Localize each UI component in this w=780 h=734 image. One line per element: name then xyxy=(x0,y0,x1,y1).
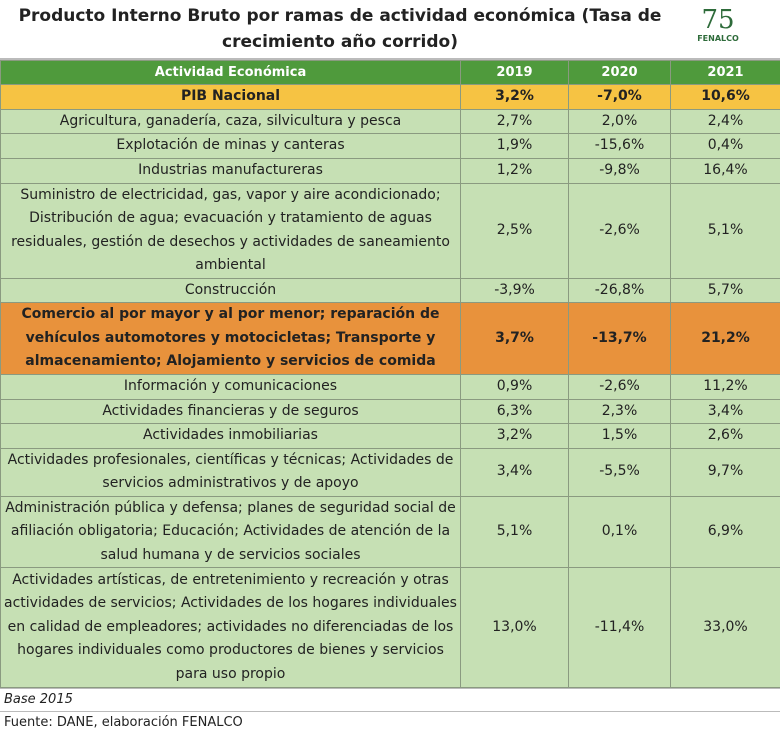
table-cell: 9,7% xyxy=(671,448,780,496)
table-cell: 2,7% xyxy=(461,109,569,134)
table-row: Agricultura, ganadería, caza, silvicultu… xyxy=(1,109,780,134)
table-cell: 5,7% xyxy=(671,278,780,303)
table-cell: 6,3% xyxy=(461,399,569,424)
table-row: Suministro de electricidad, gas, vapor y… xyxy=(1,183,780,278)
table-row: Administración pública y defensa; planes… xyxy=(1,496,780,568)
table-row: Actividades artísticas, de entretenimien… xyxy=(1,568,780,688)
table-cell: 2,6% xyxy=(671,424,780,449)
table-cell: -7,0% xyxy=(569,85,671,110)
header: Producto Interno Bruto por ramas de acti… xyxy=(0,0,780,60)
table-cell: 13,0% xyxy=(461,568,569,688)
column-header: Actividad Económica xyxy=(1,61,461,85)
table-cell: 2,0% xyxy=(569,109,671,134)
table-cell: -3,9% xyxy=(461,278,569,303)
table-cell: 0,4% xyxy=(671,134,780,159)
table-cell: 2,5% xyxy=(461,183,569,278)
table-cell: 3,2% xyxy=(461,424,569,449)
table-cell: Información y comunicaciones xyxy=(1,375,461,400)
table-cell: -13,7% xyxy=(569,303,671,375)
table-cell: 16,4% xyxy=(671,158,780,183)
table-cell: 1,5% xyxy=(569,424,671,449)
table-cell: Actividades financieras y de seguros xyxy=(1,399,461,424)
table-cell: 0,1% xyxy=(569,496,671,568)
table-cell: 3,2% xyxy=(461,85,569,110)
table-row: Actividades profesionales, científicas y… xyxy=(1,448,780,496)
title: Producto Interno Bruto por ramas de acti… xyxy=(0,3,680,55)
logo-number: 75 xyxy=(688,6,748,34)
table-cell: -2,6% xyxy=(569,375,671,400)
table-cell: -5,5% xyxy=(569,448,671,496)
table-cell: Industrias manufactureras xyxy=(1,158,461,183)
table-cell: -15,6% xyxy=(569,134,671,159)
table-cell: -9,8% xyxy=(569,158,671,183)
column-header: 2021 xyxy=(671,61,780,85)
table-cell: PIB Nacional xyxy=(1,85,461,110)
table-cell: 1,2% xyxy=(461,158,569,183)
table-cell: Construcción xyxy=(1,278,461,303)
table-cell: Explotación de minas y canteras xyxy=(1,134,461,159)
table-cell: Agricultura, ganadería, caza, silvicultu… xyxy=(1,109,461,134)
logo-name: FENALCO xyxy=(688,34,748,43)
table-cell: 1,9% xyxy=(461,134,569,159)
table-cell: 21,2% xyxy=(671,303,780,375)
table-cell: Comercio al por mayor y al por menor; re… xyxy=(1,303,461,375)
table-cell: Actividades profesionales, científicas y… xyxy=(1,448,461,496)
table-cell: 3,7% xyxy=(461,303,569,375)
table-cell: Administración pública y defensa; planes… xyxy=(1,496,461,568)
table-row: Construcción-3,9%-26,8%5,7% xyxy=(1,278,780,303)
table-cell: 11,2% xyxy=(671,375,780,400)
table-cell: Suministro de electricidad, gas, vapor y… xyxy=(1,183,461,278)
table-cell: 5,1% xyxy=(671,183,780,278)
table-cell: 33,0% xyxy=(671,568,780,688)
source: Fuente: DANE, elaboración FENALCO xyxy=(0,711,780,734)
logo: 75 FENALCO xyxy=(688,6,748,43)
table-cell: 3,4% xyxy=(671,399,780,424)
table-cell: 6,9% xyxy=(671,496,780,568)
column-header: 2020 xyxy=(569,61,671,85)
table-cell: 5,1% xyxy=(461,496,569,568)
table-cell: 10,6% xyxy=(671,85,780,110)
table-cell: Actividades artísticas, de entretenimien… xyxy=(1,568,461,688)
note: Base 2015 xyxy=(0,688,780,711)
table-cell: -2,6% xyxy=(569,183,671,278)
table-cell: -11,4% xyxy=(569,568,671,688)
table-cell: -26,8% xyxy=(569,278,671,303)
table-cell: 0,9% xyxy=(461,375,569,400)
table-cell: 2,4% xyxy=(671,109,780,134)
table-row: Comercio al por mayor y al por menor; re… xyxy=(1,303,780,375)
column-header: 2019 xyxy=(461,61,569,85)
table-cell: 3,4% xyxy=(461,448,569,496)
table-cell: Actividades inmobiliarias xyxy=(1,424,461,449)
table-cell: 2,3% xyxy=(569,399,671,424)
